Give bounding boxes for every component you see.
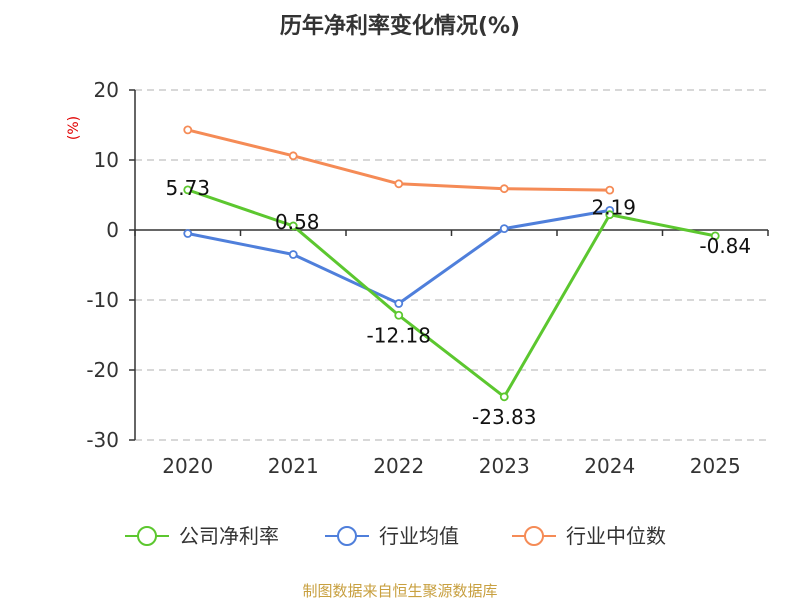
data-point: [605, 210, 615, 220]
y-tick-label: 20: [94, 78, 119, 102]
x-tick-label: 2025: [690, 454, 741, 478]
series-line-0: [187, 188, 716, 399]
legend-label: 公司净利率: [179, 524, 279, 548]
data-label: -0.84: [699, 234, 751, 258]
data-label: -12.18: [367, 323, 431, 347]
data-point: [394, 299, 404, 308]
data-point: [394, 310, 404, 320]
data-point: [499, 184, 509, 194]
legend-swatch-icon: [337, 526, 357, 546]
axes: 20 10 0 -10 -20 -30 2020 2021 2022 2023 2024 2025: [86, 78, 769, 478]
grid-lines: [135, 89, 768, 441]
data-label: 5.73: [165, 176, 210, 200]
data-point: [288, 250, 298, 259]
data-point: [288, 151, 298, 161]
source-note: 制图数据来自恒生聚源数据库: [302, 582, 497, 600]
y-tick-label: -20: [86, 358, 119, 382]
y-tick-label: 10: [94, 148, 119, 172]
data-point: [183, 125, 193, 135]
data-point: [394, 179, 404, 189]
series-group: [183, 125, 720, 402]
data-label: -23.83: [472, 405, 536, 429]
legend-item-2[interactable]: 行业中位数: [512, 524, 666, 548]
x-tick-label: 2023: [479, 454, 530, 478]
legend-item-0[interactable]: 公司净利率: [125, 524, 279, 548]
data-point: [710, 231, 720, 241]
data-point: [288, 221, 298, 231]
legend-swatch-icon: [524, 526, 544, 546]
legend-label: 行业均值: [379, 524, 459, 548]
x-tick-label: 2024: [584, 454, 635, 478]
data-label: 0.58: [275, 210, 320, 234]
data-point: [183, 185, 193, 195]
chart-title: 历年净利率变化情况(%): [280, 13, 520, 39]
legend-item-1[interactable]: 行业均值: [325, 524, 459, 548]
y-tick-label: -30: [86, 428, 119, 452]
data-labels: 5.73 0.58 -12.18 -23.83 2.19 -0.84: [165, 176, 751, 429]
legend-label: 行业中位数: [566, 524, 666, 548]
data-point: [183, 229, 193, 238]
x-tick-label: 2021: [268, 454, 319, 478]
legend-swatch-icon: [137, 526, 157, 546]
x-tick-label: 2022: [373, 454, 424, 478]
x-tick-label: 2020: [162, 454, 213, 478]
legend[interactable]: 公司净利率 行业均值 行业中位数: [125, 524, 666, 548]
series-line-1: [187, 208, 611, 305]
data-point: [605, 185, 615, 195]
y-axis-label: (%): [66, 116, 82, 140]
data-point: [499, 224, 509, 234]
data-point: [499, 392, 509, 402]
y-tick-label: -10: [86, 288, 119, 312]
y-tick-label: 0: [106, 218, 119, 242]
data-label: 2.19: [591, 196, 636, 220]
